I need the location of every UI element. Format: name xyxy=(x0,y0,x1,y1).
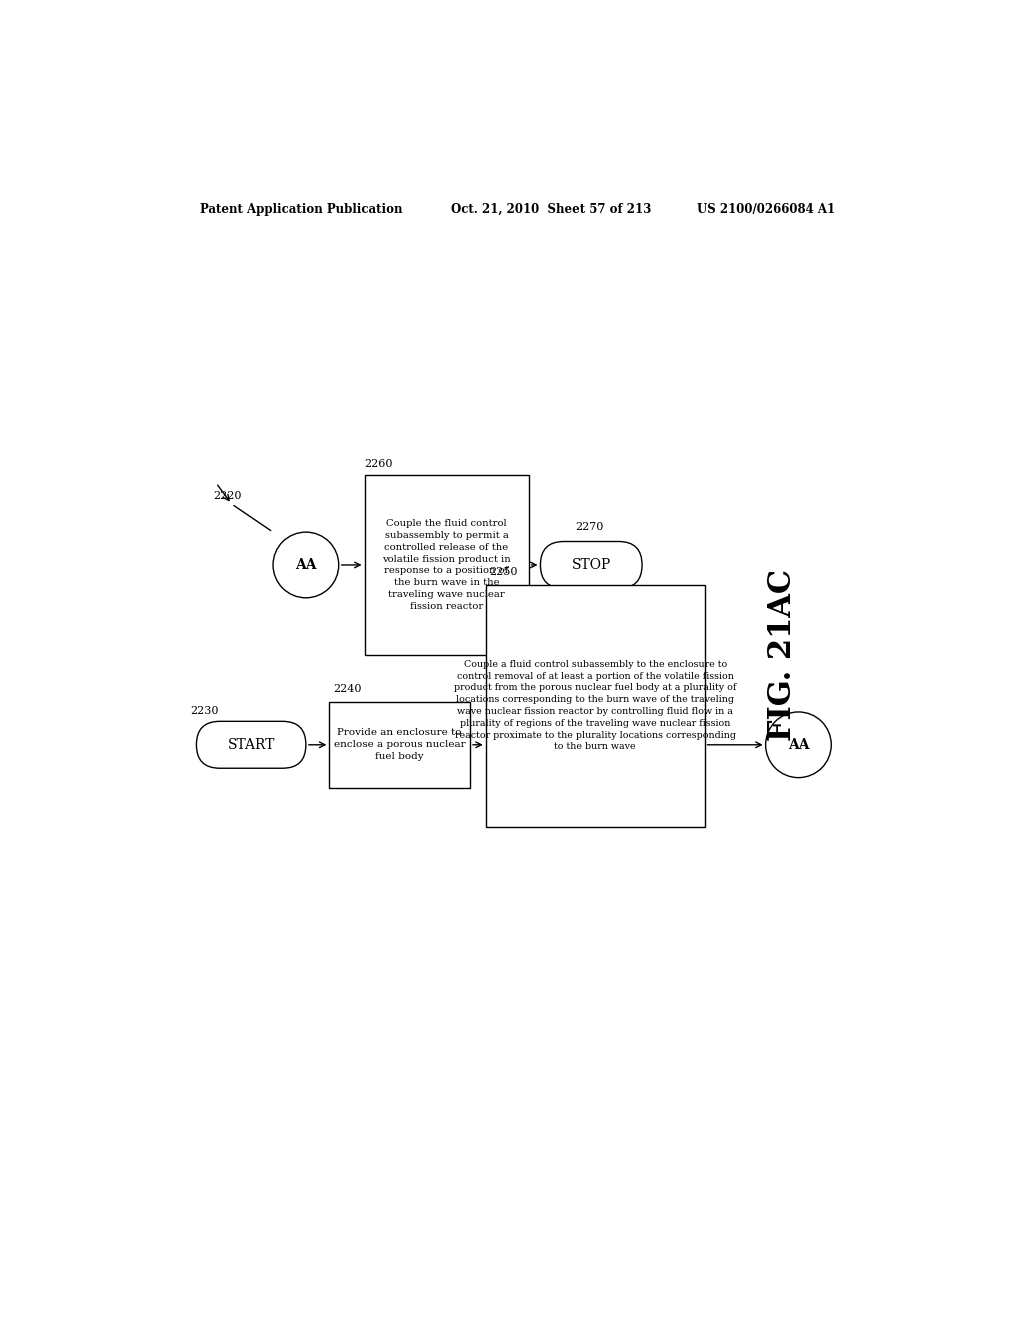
Text: Oct. 21, 2010  Sheet 57 of 213: Oct. 21, 2010 Sheet 57 of 213 xyxy=(451,203,651,215)
Text: AA: AA xyxy=(787,738,809,752)
Bar xyxy=(365,475,528,655)
Text: 2270: 2270 xyxy=(575,521,604,532)
Circle shape xyxy=(766,711,831,777)
Bar xyxy=(330,702,470,788)
FancyBboxPatch shape xyxy=(541,541,642,589)
Text: STOP: STOP xyxy=(571,558,611,572)
Text: AA: AA xyxy=(295,558,316,572)
Text: START: START xyxy=(227,738,274,752)
Text: 2220: 2220 xyxy=(214,491,242,500)
Text: 2230: 2230 xyxy=(190,705,219,715)
Text: US 2100/0266084 A1: US 2100/0266084 A1 xyxy=(696,203,835,215)
Text: Patent Application Publication: Patent Application Publication xyxy=(201,203,402,215)
Text: 2260: 2260 xyxy=(365,459,393,469)
Bar xyxy=(485,585,705,826)
Text: 2240: 2240 xyxy=(333,684,361,694)
Circle shape xyxy=(273,532,339,598)
Text: FIG. 21AC: FIG. 21AC xyxy=(767,569,799,741)
FancyBboxPatch shape xyxy=(197,721,306,768)
Text: Provide an enclosure to
enclose a porous nuclear
fuel body: Provide an enclosure to enclose a porous… xyxy=(334,729,466,762)
Text: Couple a fluid control subassembly to the enclosure to
control removal of at lea: Couple a fluid control subassembly to th… xyxy=(454,660,736,751)
Text: Couple the fluid control
subassembly to permit a
controlled release of the
volat: Couple the fluid control subassembly to … xyxy=(382,519,511,611)
Text: 2250: 2250 xyxy=(489,568,518,577)
